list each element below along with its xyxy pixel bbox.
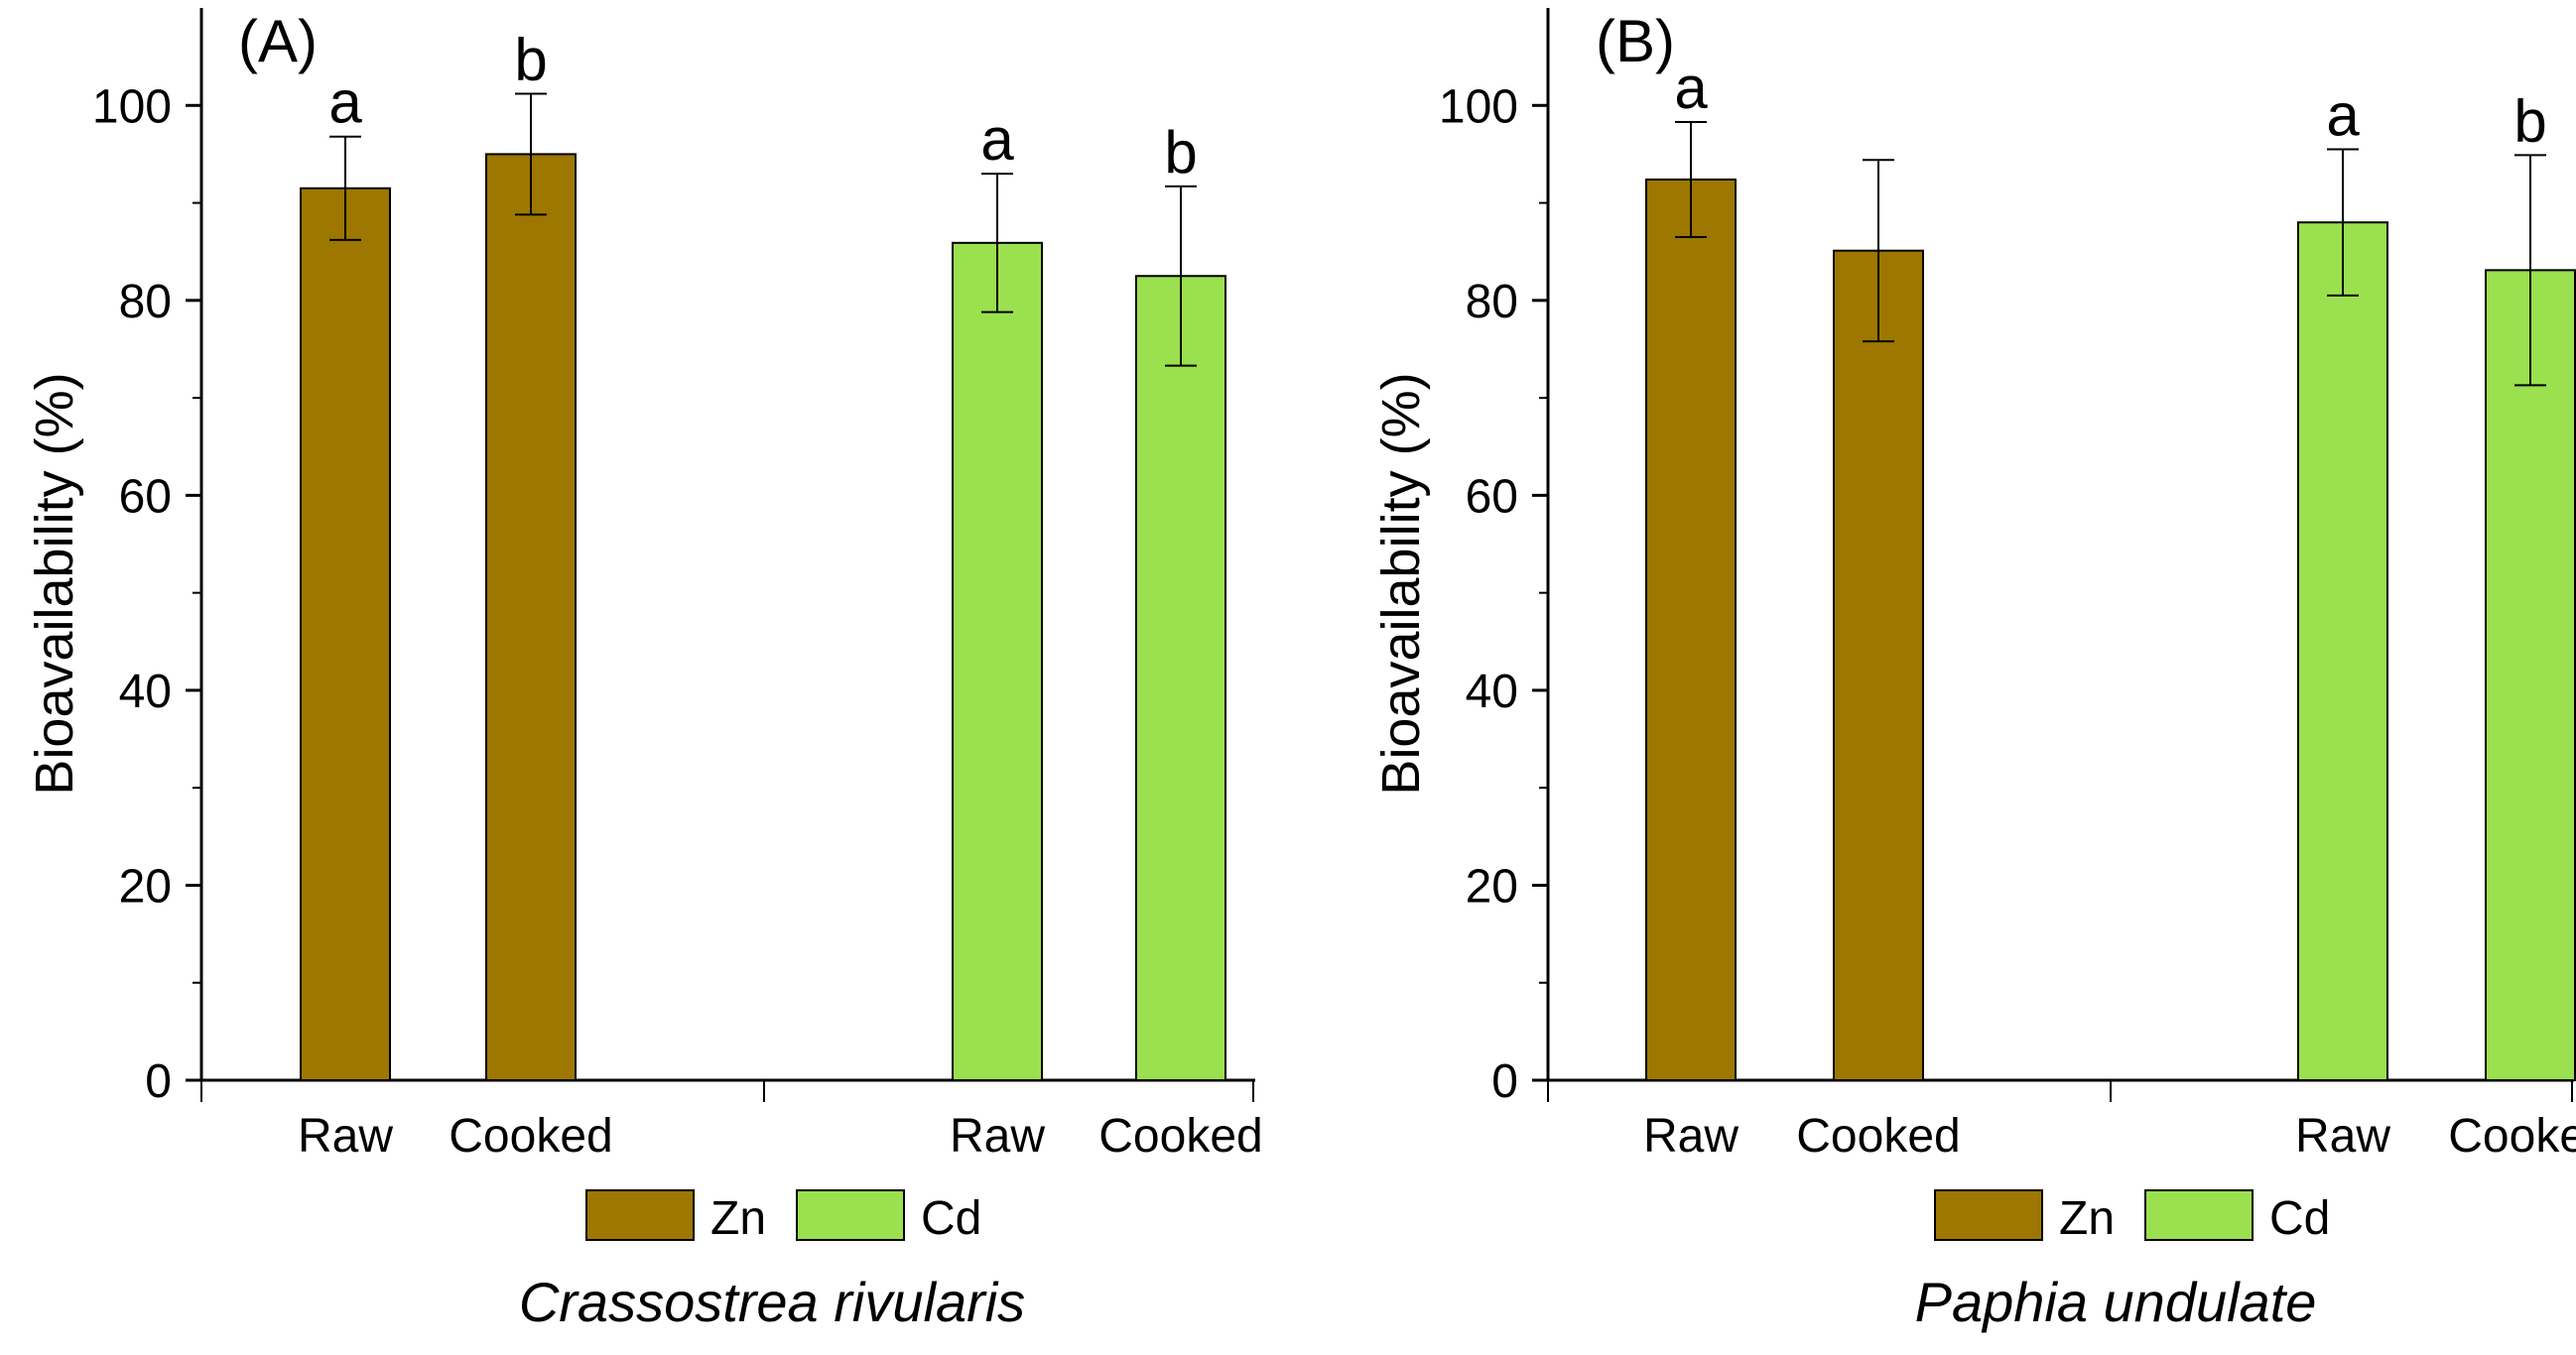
- x-category-label: Cooked: [1098, 1110, 1262, 1163]
- bar-cd-raw: [952, 241, 1043, 1081]
- bar-zn-cooked: [1833, 249, 1924, 1081]
- bar-cd-cooked: [1135, 275, 1226, 1081]
- panel-label: (B): [1596, 8, 1675, 74]
- y-tick-label: 0: [1491, 1055, 1518, 1108]
- y-tick-label: 20: [1466, 860, 1518, 913]
- bar-zn-cooked: [485, 153, 577, 1081]
- x-category-label: Cooked: [2448, 1110, 2576, 1163]
- y-axis-title: Bioavailability (%): [1371, 372, 1431, 795]
- x-category-label: Cooked: [449, 1110, 612, 1163]
- legend-swatch-zn: [1934, 1189, 2043, 1241]
- y-tick-label: 60: [119, 470, 172, 523]
- significance-label: b: [1164, 119, 1197, 185]
- legend-label-cd: Cd: [2269, 1192, 2330, 1245]
- significance-label: a: [328, 69, 362, 136]
- legend-label-zn: Zn: [710, 1192, 766, 1245]
- significance-label: a: [980, 106, 1014, 173]
- significance-label: a: [2326, 81, 2360, 148]
- species-caption: Crassostrea rivularis: [519, 1271, 1025, 1333]
- x-category-label: Raw: [2295, 1110, 2390, 1163]
- legend: Zn Cd: [585, 1189, 981, 1245]
- legend-swatch-cd: [796, 1189, 905, 1241]
- species-caption: Paphia undulate: [1915, 1271, 2317, 1333]
- bar-zn-raw: [1645, 178, 1737, 1081]
- legend-label-cd: Cd: [921, 1192, 981, 1245]
- y-tick-label: 40: [1466, 666, 1518, 718]
- x-category-label: Raw: [1643, 1110, 1739, 1163]
- legend-swatch-zn: [585, 1189, 695, 1241]
- y-tick-label: 60: [1466, 470, 1518, 523]
- y-tick-label: 20: [119, 860, 172, 913]
- y-tick-label: 100: [1439, 80, 1518, 133]
- y-axis-title: Bioavailability (%): [25, 372, 84, 795]
- y-tick-label: 0: [145, 1055, 172, 1108]
- y-tick-label: 80: [119, 276, 172, 328]
- y-tick-label: 40: [119, 666, 172, 718]
- significance-label: a: [1674, 55, 1708, 121]
- legend-swatch-cd: [2144, 1189, 2254, 1241]
- legend: Zn Cd: [1934, 1189, 2330, 1245]
- bar-cd-raw: [2297, 221, 2388, 1081]
- y-tick-label: 80: [1466, 276, 1518, 328]
- panel-label: (A): [238, 8, 318, 74]
- significance-label: b: [2513, 87, 2546, 154]
- bar-cd-cooked: [2485, 269, 2576, 1081]
- x-category-label: Raw: [950, 1110, 1045, 1163]
- bar-zn-raw: [300, 186, 391, 1081]
- x-category-label: Raw: [298, 1110, 393, 1163]
- x-category-label: Cooked: [1796, 1110, 1960, 1163]
- y-tick-label: 100: [92, 80, 172, 133]
- legend-label-zn: Zn: [2059, 1192, 2115, 1245]
- significance-label: b: [514, 26, 547, 92]
